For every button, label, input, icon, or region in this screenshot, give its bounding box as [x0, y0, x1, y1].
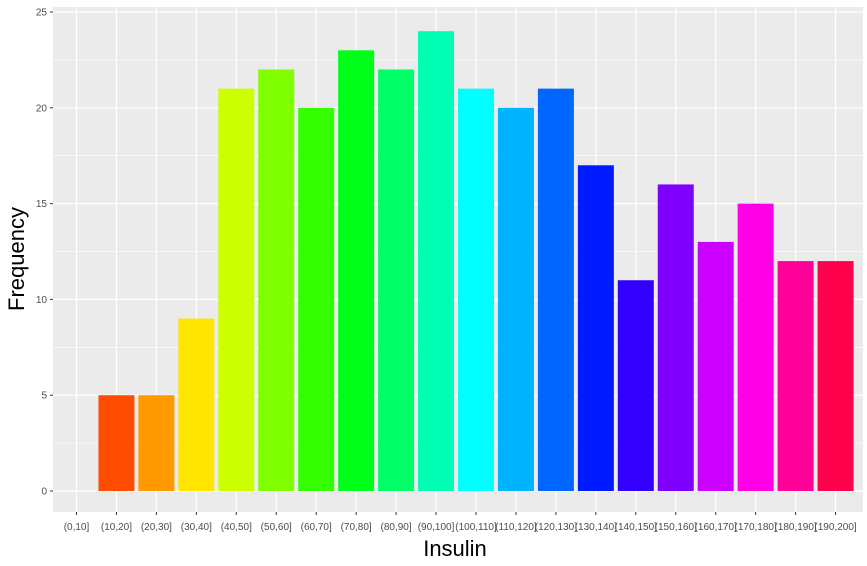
- x-tick-label: (60,70]: [301, 522, 332, 533]
- x-tick-label: (190,200]: [814, 522, 856, 533]
- x-tick-label: (140,150]: [615, 522, 657, 533]
- x-tick-label: (70,80]: [341, 522, 372, 533]
- bar: [537, 88, 574, 491]
- y-tick-label: 20: [36, 103, 48, 114]
- y-axis: 0 5 10 15 20 25: [36, 8, 53, 498]
- x-tick-label: (30,40]: [181, 522, 212, 533]
- x-tick-label: (110,120]: [495, 522, 537, 533]
- y-tick-label: 10: [36, 295, 48, 306]
- bar: [577, 165, 614, 491]
- x-axis-title: Insulin: [423, 536, 487, 561]
- x-tick-label: (20,30]: [141, 522, 172, 533]
- bar: [697, 241, 734, 491]
- bar: [258, 69, 295, 491]
- y-tick-label: 0: [41, 487, 47, 498]
- bar: [617, 280, 654, 491]
- bar: [338, 50, 375, 491]
- x-tick-label: (150,160]: [655, 522, 697, 533]
- bar: [378, 69, 415, 491]
- x-tick-label: (40,50]: [221, 522, 252, 533]
- x-axis: (0,10] (10,20] (20,30] (30,40] (40,50] (50,60…: [64, 512, 857, 533]
- x-tick-label: (0,10]: [64, 522, 90, 533]
- x-tick-label: (160,170]: [695, 522, 737, 533]
- bar: [458, 88, 494, 491]
- bar: [138, 395, 175, 491]
- x-tick-label: (120,130]: [535, 522, 577, 533]
- bar: [737, 203, 774, 491]
- x-tick-label: (50,60]: [261, 522, 292, 533]
- x-tick-label: (100,110]: [455, 522, 497, 533]
- x-tick-label: (180,190]: [774, 522, 816, 533]
- x-tick-label: (90,100]: [418, 522, 455, 533]
- x-tick-label: (80,90]: [381, 522, 412, 533]
- bar: [777, 261, 814, 491]
- bars: [98, 31, 854, 492]
- y-tick-label: 25: [36, 8, 48, 19]
- x-tick-label: (170,180]: [735, 522, 777, 533]
- y-tick-label: 15: [36, 199, 48, 210]
- y-tick-label: 5: [41, 391, 47, 402]
- x-tick-label: (130,140]: [575, 522, 617, 533]
- bar: [657, 184, 694, 491]
- bar: [298, 107, 335, 492]
- x-tick-label: (10,20]: [101, 522, 132, 533]
- bar: [98, 395, 135, 491]
- bar: [817, 261, 854, 491]
- bar: [418, 31, 455, 491]
- bar: [218, 88, 255, 491]
- bar: [497, 107, 534, 492]
- y-axis-title: Frequency: [4, 207, 29, 311]
- bar: [178, 318, 215, 491]
